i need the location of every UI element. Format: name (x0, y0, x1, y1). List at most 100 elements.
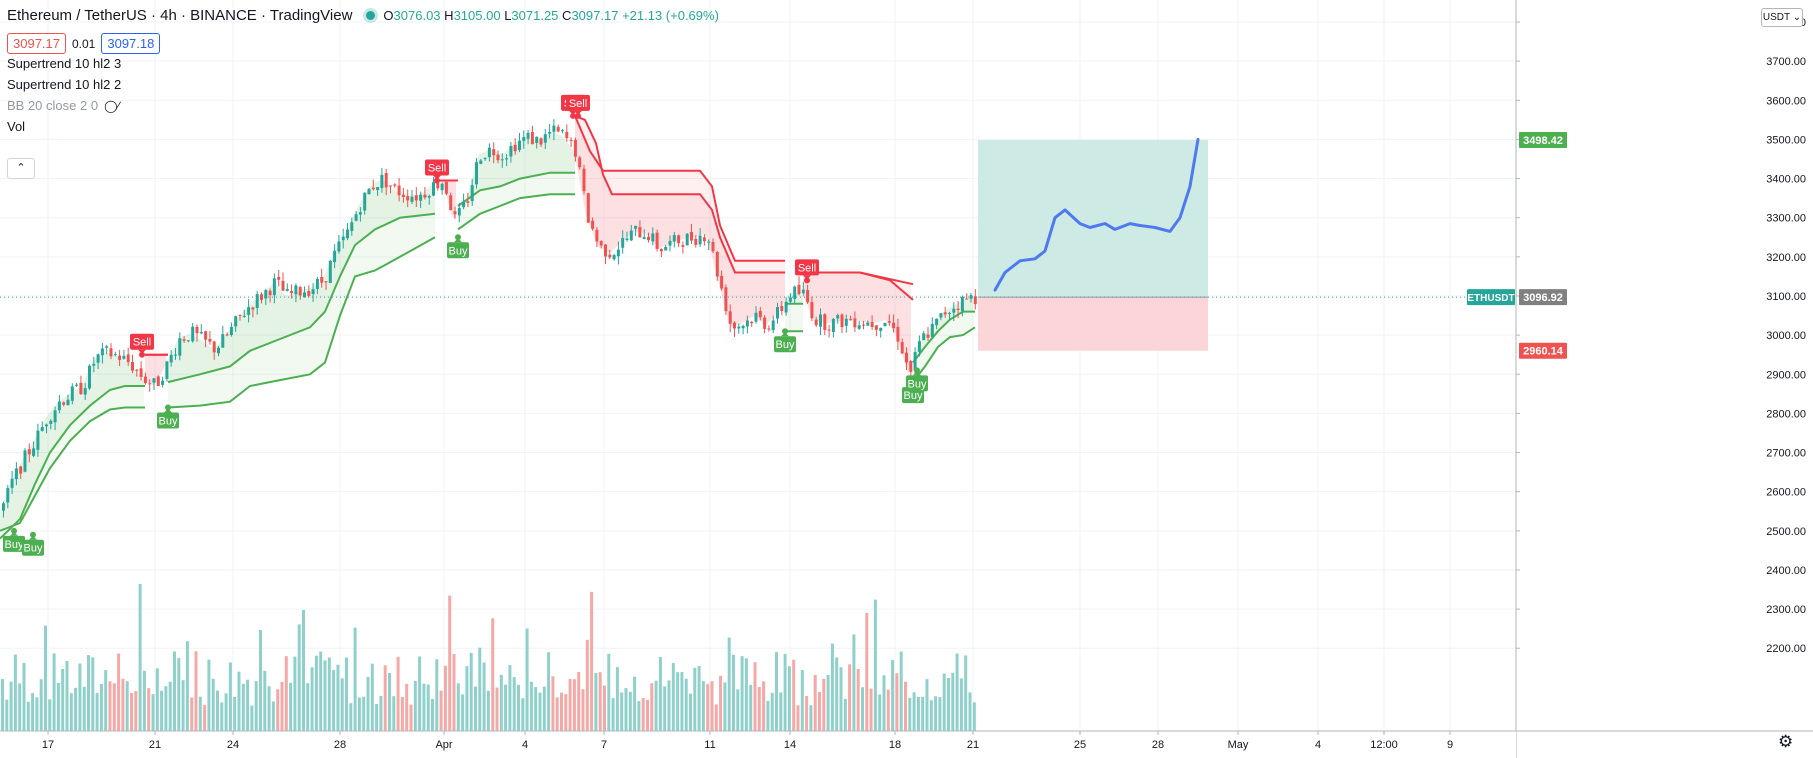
volume-bar (972, 702, 976, 731)
volume-bar (775, 652, 778, 731)
volume-bar (959, 678, 963, 731)
supertrend-fill (785, 292, 803, 332)
signal-label: Buy (449, 245, 468, 257)
gear-icon[interactable]: ⚙ (1778, 732, 1794, 751)
candle-body (406, 196, 410, 201)
ohlc-change: +21.13 (+0.69%) (622, 8, 719, 23)
x-tick-label: 4 (1315, 739, 1321, 751)
eye-hidden-icon[interactable]: ◯∕ (104, 99, 120, 113)
volume-bar (577, 671, 581, 731)
candle-body (487, 147, 491, 158)
sell-price-button[interactable]: 3097.17 (7, 33, 66, 54)
volume-bar (65, 660, 69, 731)
buy-price-button[interactable]: 3097.18 (101, 33, 161, 54)
volume-bar (297, 624, 301, 731)
candle-body (767, 328, 771, 330)
volume-bar (461, 694, 465, 731)
candle-body (272, 278, 276, 296)
candle-body (436, 183, 440, 189)
volume-bar (964, 655, 968, 731)
x-tick-label: 21 (967, 739, 979, 751)
volume-bar (628, 691, 632, 731)
signal-pointer (164, 408, 172, 413)
volume-bar (117, 653, 121, 731)
indicator-bb-label: BB 20 close 2 0 (7, 98, 99, 113)
volume-bar (706, 684, 710, 731)
volume-bar (263, 670, 267, 731)
candle-body (879, 327, 883, 331)
volume-bar (620, 692, 624, 731)
y-tick-label: 3300.00 (1766, 213, 1806, 225)
volume-bar (254, 681, 258, 731)
candle-body (449, 195, 453, 211)
candle-body (333, 250, 337, 263)
symbol-title[interactable]: Ethereum / TetherUS · 4h · BINANCE · Tra… (7, 7, 353, 24)
candle-body (290, 290, 294, 294)
candle-body (612, 255, 616, 260)
candle-body (40, 427, 44, 431)
candle-body (634, 225, 638, 229)
bid-ask: 3097.17 0.01 3097.18 (7, 33, 161, 54)
volume-bar (396, 656, 400, 731)
volume-bar (91, 657, 95, 731)
volume-bar (112, 683, 116, 731)
volume-bar (276, 689, 280, 731)
y-tick-label: 3500.00 (1766, 134, 1806, 146)
volume-bar (654, 680, 658, 731)
signal-badge (157, 412, 179, 429)
volume-bar (246, 679, 250, 731)
supertrend-line (0, 406, 145, 532)
candle-body (844, 318, 848, 326)
volume-bar (740, 656, 744, 731)
volume-bar (319, 651, 323, 731)
volume-bar (194, 651, 198, 731)
candle-body (595, 229, 599, 242)
long-position-tool[interactable] (978, 140, 1208, 351)
candle-body (797, 284, 801, 295)
candle-body (956, 308, 960, 311)
volume-bar (52, 653, 56, 731)
candle-body (496, 154, 500, 161)
candle-body (831, 318, 835, 333)
volume-bar (431, 699, 434, 731)
indicator-supertrend-1[interactable]: Supertrend 10 hl2 3 (7, 56, 122, 71)
candle-body (806, 290, 810, 303)
candle-body (483, 158, 487, 160)
candle-body (530, 131, 534, 145)
supertrend-fill (0, 353, 144, 531)
volume-bar (35, 697, 39, 731)
candle-body (754, 312, 758, 322)
candle-body (505, 158, 509, 160)
candle-body (199, 332, 203, 334)
volume-bar (327, 657, 331, 731)
candle-body (887, 321, 891, 323)
x-tick-label: 12:00 (1370, 739, 1398, 751)
candle-body (238, 314, 242, 316)
volume-bar (13, 654, 17, 731)
volume-bar (749, 684, 753, 731)
volume-bar (676, 672, 680, 731)
volume-bar (710, 681, 714, 731)
projection-path[interactable] (993, 137, 1200, 292)
volume-bar (314, 655, 318, 731)
indicator-volume[interactable]: Vol (7, 119, 26, 134)
indicator-supertrend-2[interactable]: Supertrend 10 hl2 2 (7, 77, 122, 92)
volume-bar (839, 667, 843, 731)
candle-body (500, 159, 504, 161)
collapse-legend-button[interactable]: ⌃ (7, 158, 35, 179)
volume-bar (482, 662, 486, 731)
volume-bar (443, 665, 447, 731)
candle-body (659, 248, 663, 252)
market-status-icon (366, 11, 376, 21)
volume-bar (796, 705, 800, 731)
signal-badge (795, 259, 819, 276)
indicator-bb[interactable]: BB 20 close 2 0 ◯∕ (7, 98, 120, 113)
candle-body (414, 195, 418, 201)
ohlc-high: H3105.00 (444, 8, 501, 23)
candle-body (943, 312, 947, 315)
currency-button[interactable]: USDT ⌄ (1761, 8, 1803, 27)
volume-bar (921, 696, 925, 731)
candle-body (70, 386, 74, 401)
volume-bar (289, 682, 293, 731)
